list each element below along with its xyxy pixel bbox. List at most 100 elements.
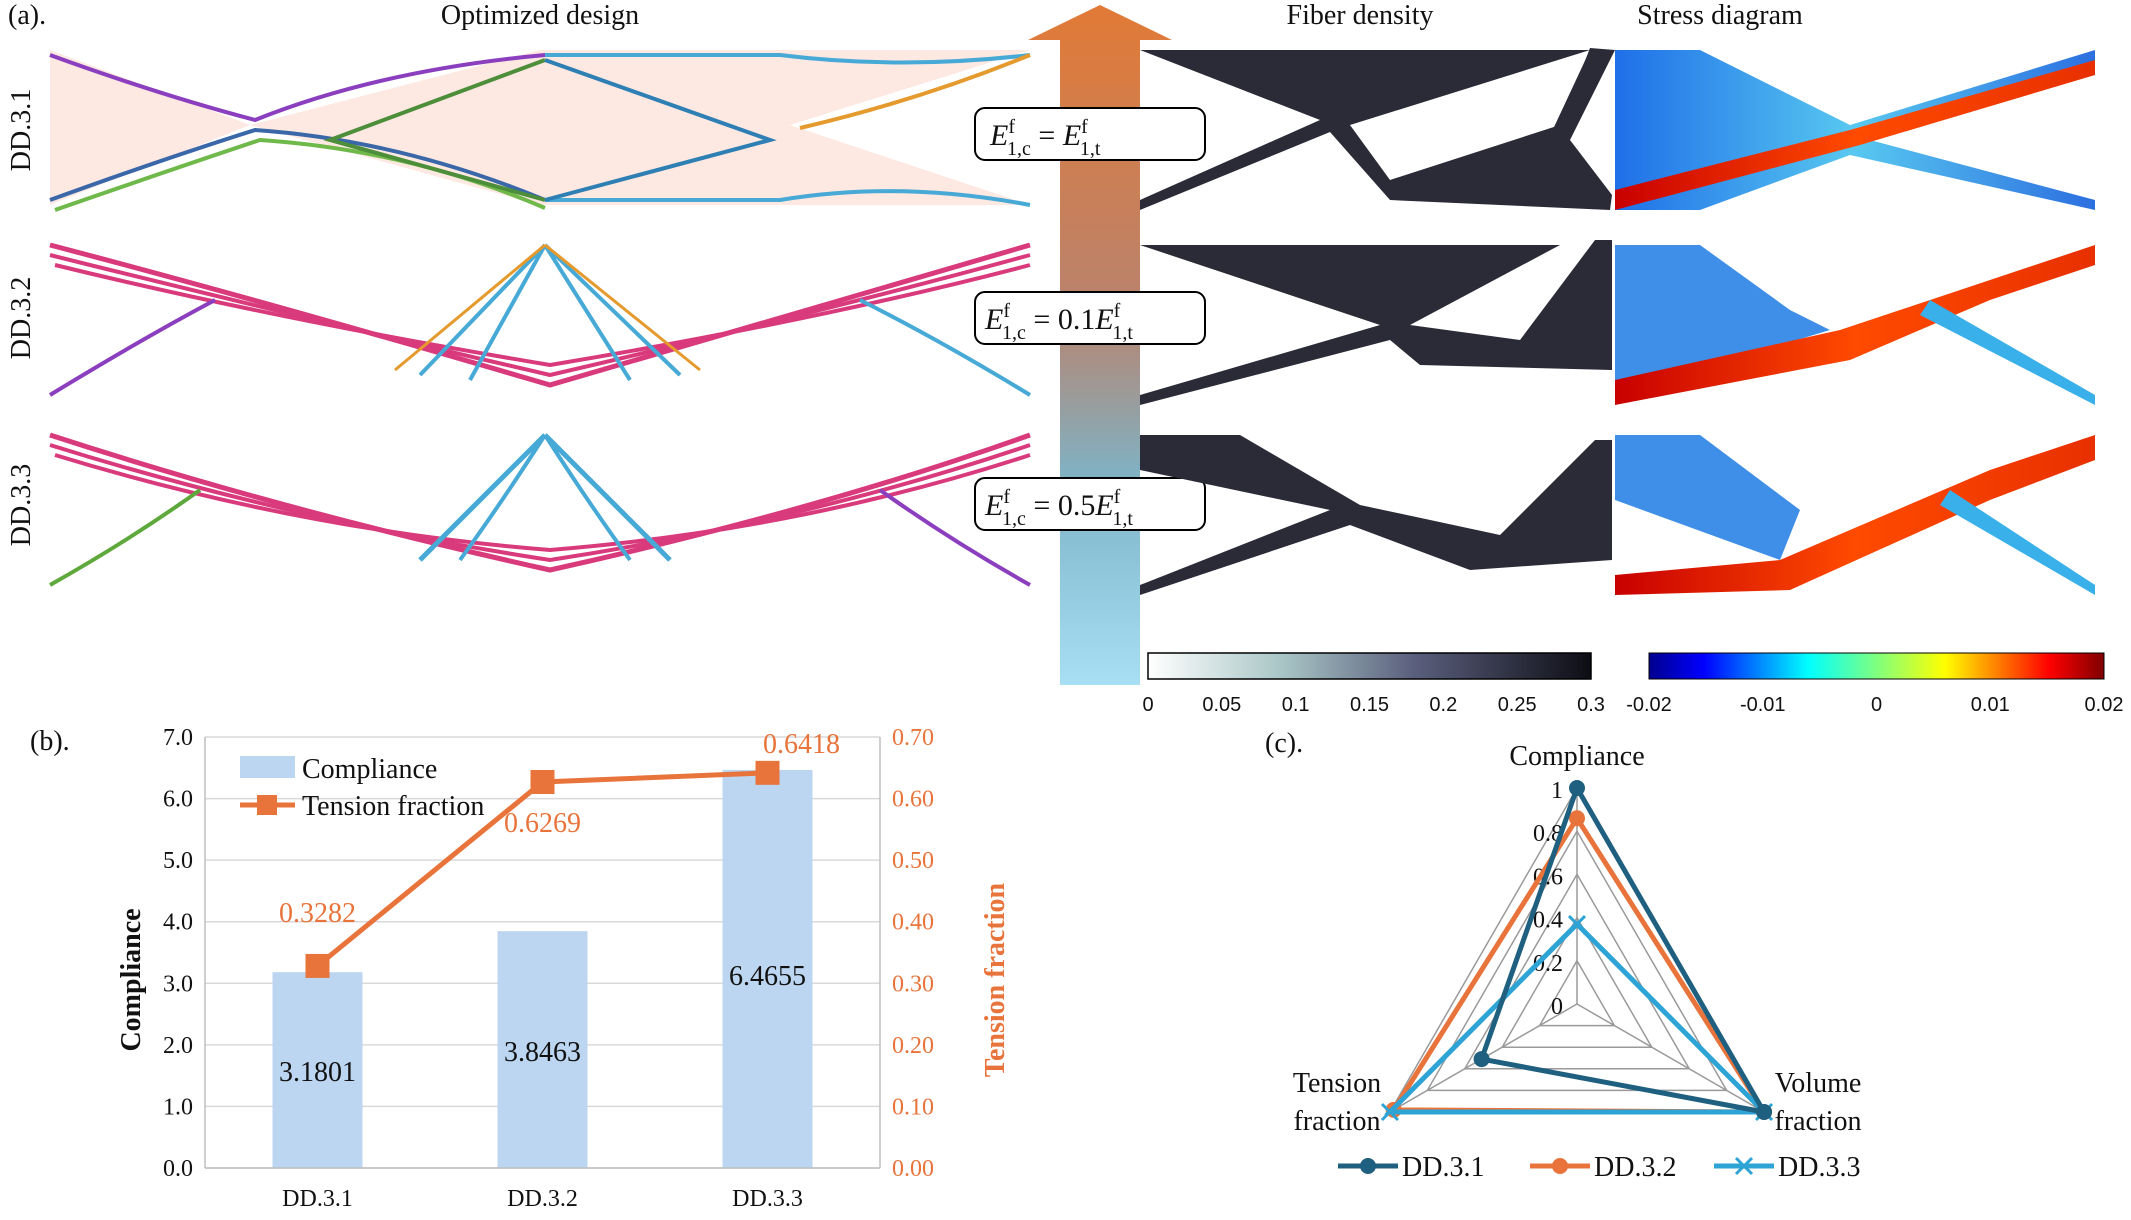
panel-c-label: (c). [1265,728,1303,759]
panel-b-data-labels: 3.1801 3.8463 6.4655 0.3282 0.6269 0.6418 [279,729,840,1088]
panel-b-y2label: Tension fraction [980,882,1011,1077]
density-tick-label: 0.1 [1282,694,1310,716]
panel-b-bars [272,769,813,1168]
y2-tick-label: 0.00 [892,1156,934,1182]
panel-b-label: (b). [30,726,70,757]
radar-axis-label-tension: Tension [1293,1068,1381,1099]
tension-value-label: 0.3282 [279,898,356,929]
radar-legend-marker [1552,1158,1568,1174]
column-title-fiber-density: Fiber density [1287,0,1434,31]
density-tick-label: 0.15 [1350,694,1389,716]
x-tick-label: DD.3.3 [732,1186,803,1212]
y-tick-label: 2.0 [163,1033,193,1059]
panel-c-web: 00.20.40.60.81 [1388,778,1766,1113]
radar-legend-label: DD.3.1 [1402,1152,1484,1183]
tension-fraction-marker [530,770,555,795]
density-tick-label: 0 [1142,694,1153,716]
stress-tick-label: 0.01 [1971,694,2010,716]
density-tick-label: 0.05 [1202,694,1241,716]
radar-marker [1473,1051,1490,1068]
fiber-density-dd31 [1140,48,1615,210]
radar-tick-label: 1 [1551,778,1563,804]
stress-diagram-dd32 [1615,245,2095,405]
radar-spoke [1576,1003,1765,1113]
radar-series-dd33 [1383,920,1771,1115]
tension-value-label: 0.6269 [504,808,581,839]
stress-colorbar [1648,652,2105,680]
tension-fraction-marker [305,953,330,978]
panel-c-radar: (c). 00.20.40.60.81 ComplianceVolumefrac… [1265,728,1862,1183]
compliance-value-label: 6.4655 [729,961,806,992]
optimized-design-dd31 [49,50,1031,212]
radar-axis-label-volume: Volume [1775,1068,1862,1099]
compliance-value-label: 3.8463 [504,1037,581,1068]
radar-legend-label: DD.3.2 [1594,1152,1676,1183]
panel-a-label: (a). [8,0,46,31]
legend-swatch-compliance [240,756,295,778]
equation-box-1: Ef 1,c = Ef 1,t [974,107,1206,161]
radar-ring [1426,829,1728,1092]
stress-tick-label: 0 [1871,694,1882,716]
panel-c-series [1380,780,1774,1122]
optimized-design-dd33 [49,432,1031,587]
equation-box-2: Ef 1,c = 0.1Ef 1,t [974,291,1206,345]
optimized-design-dd32 [48,242,1032,397]
compliance-value-label: 3.1801 [279,1057,356,1088]
y2-tick-label: 0.50 [892,848,934,874]
radar-axis-label-volume-2: fraction [1774,1106,1861,1137]
stress-tick-label: -0.01 [1740,694,1786,716]
equation-2: Ef 1,c = 0.1Ef 1,t [984,300,1133,344]
fiber-density-dd32 [1140,240,1612,405]
radar-legend-label: DD.3.3 [1778,1152,1860,1183]
fiber-density-dd33 [1140,435,1612,595]
row-label-dd32: DD.3.2 [6,277,37,359]
legend-marker-tension [257,795,277,815]
panel-b-tension-line [305,760,780,978]
y-tick-label: 1.0 [163,1094,193,1120]
radar-ring [1500,916,1654,1048]
tension-fraction-marker [755,760,780,785]
panel-c-legend: DD.3.1 DD.3.2 DD.3.3 [1338,1152,1860,1183]
radar-marker [1756,1104,1773,1120]
radar-tick-label: 0.4 [1533,908,1563,934]
y2-tick-label: 0.70 [892,725,934,751]
radar-legend-marker [1360,1158,1376,1174]
radar-axis-label-compliance: Compliance [1509,741,1644,772]
radar-tick-label: 0 [1551,994,1563,1020]
stress-colorbar-ticks: -0.02 -0.01 0 0.01 0.02 [1626,694,2123,716]
panel-c-axis-labels: Compliance Volume fraction Tension fraction [1293,741,1862,1137]
legend-label-tension: Tension fraction [302,791,484,822]
radar-axis-label-tension-2: fraction [1293,1106,1380,1137]
density-tick-label: 0.3 [1577,694,1605,716]
compliance-bar [272,972,363,1168]
density-tick-label: 0.2 [1429,694,1457,716]
equation-box-3: Ef 1,c = 0.5Ef 1,t [974,477,1206,531]
row-label-dd31: DD.3.1 [6,89,37,171]
y-tick-label: 0.0 [163,1156,193,1182]
panel-b-axes: 0.0 1.0 2.0 3.0 4.0 5.0 6.0 7.0 0.00 0.10 0.20 0.30… [163,725,934,1212]
radar-marker [1569,810,1585,827]
radar-series-dd31 [1478,782,1769,1116]
stress-tick-label: -0.02 [1626,694,1672,716]
density-tick-label: 0.25 [1498,694,1537,716]
column-title-stress: Stress diagram [1637,0,1803,31]
panel-b-chart: (b). 0.0 1.0 2.0 3.0 4.0 5.0 6.0 7.0 0.00 0.10 0.2… [30,725,1011,1212]
panel-b-ylabel: Compliance [116,908,147,1051]
panel-b-legend: Compliance Tension fraction [240,754,484,822]
radar-legend-marker [1734,1156,1754,1176]
density-colorbar-ticks: 0 0.05 0.1 0.15 0.2 0.25 0.3 [1142,694,1604,716]
x-tick-label: DD.3.2 [507,1186,578,1212]
radar-marker [1569,780,1585,796]
y2-tick-label: 0.20 [892,1033,934,1059]
column-title-optimized: Optimized design [441,0,639,31]
y2-tick-label: 0.60 [892,787,934,813]
y2-tick-label: 0.40 [892,910,934,936]
y-tick-label: 7.0 [163,725,193,751]
x-tick-label: DD.3.1 [282,1186,353,1212]
equation-3: Ef 1,c = 0.5Ef 1,t [984,486,1133,530]
equation-1: Ef 1,c = Ef 1,t [989,116,1101,160]
compliance-bar [497,931,588,1168]
radar-ring [1538,959,1616,1027]
stress-tick-label: 0.02 [2085,694,2124,716]
